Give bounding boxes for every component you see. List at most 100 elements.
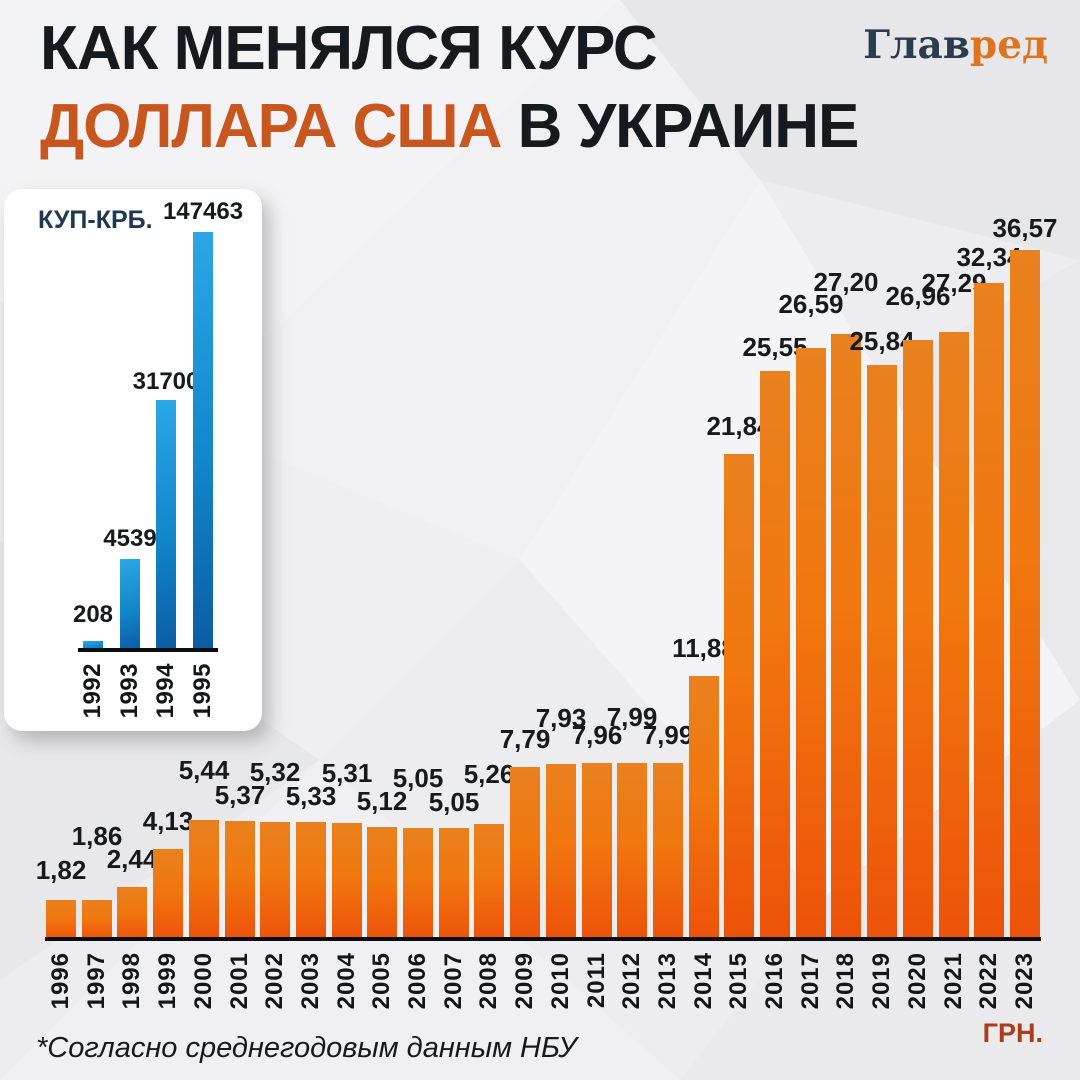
bar-2021 — [939, 332, 969, 941]
bar-2014 — [689, 676, 719, 941]
bar-2015 — [724, 454, 754, 941]
value-label-2002: 5,32 — [249, 757, 301, 787]
year-label-2013: 2013 — [654, 952, 681, 1010]
bar-2011 — [582, 763, 612, 941]
year-label-2022: 2022 — [975, 952, 1002, 1010]
value-label-2009: 7,79 — [499, 724, 551, 754]
value-label-2012: 7,99 — [606, 702, 658, 732]
bar-1996 — [46, 900, 76, 941]
value-label-2008: 5,26 — [463, 759, 515, 789]
value-label-1992: 208 — [72, 601, 114, 628]
year-label-2007: 2007 — [440, 952, 467, 1010]
value-label-2006: 5,05 — [392, 763, 444, 793]
year-label-2008: 2008 — [475, 952, 502, 1010]
bar-2019 — [867, 365, 897, 941]
year-label-1998: 1998 — [118, 952, 145, 1010]
bar-2000 — [189, 820, 219, 941]
year-label-2016: 2016 — [761, 952, 788, 1010]
value-label-2017: 26,59 — [778, 289, 844, 319]
value-label-1993: 4539 — [103, 525, 157, 552]
bar-1992 — [83, 641, 103, 652]
inset-bar-chart: 208 1992 4539 1993 31700 1994 147463 1995 — [4, 189, 262, 731]
year-label-2023: 2023 — [1011, 952, 1038, 1010]
year-label-2011: 2011 — [583, 952, 610, 1009]
year-label-2012: 2012 — [618, 952, 645, 1010]
value-label-2007: 5,05 — [428, 787, 480, 817]
value-label-2004: 5,31 — [321, 758, 373, 788]
value-label-2020: 26,96 — [885, 281, 951, 311]
bar-2004 — [332, 823, 362, 941]
main-unit-label: ГРН. — [982, 1018, 1043, 1048]
bar-2018 — [831, 334, 861, 941]
value-label-2000: 5,44 — [178, 755, 230, 785]
year-label-1995: 1995 — [189, 663, 216, 719]
year-label-2002: 2002 — [261, 952, 288, 1010]
inset-card: КУП-КРБ. 208 1992 4539 1993 31700 1994 147463 1… — [4, 189, 262, 731]
year-label-1999: 1999 — [154, 952, 181, 1010]
value-label-2003: 5,33 — [285, 781, 337, 811]
bar-2008 — [474, 824, 504, 941]
year-label-2015: 2015 — [725, 952, 752, 1010]
bar-2013 — [653, 763, 683, 941]
value-label-1998: 2,44 — [106, 844, 158, 874]
bar-2020 — [903, 340, 933, 941]
value-label-1997: 1,86 — [71, 821, 123, 851]
year-label-2017: 2017 — [797, 952, 824, 1010]
year-label-2005: 2005 — [368, 952, 395, 1010]
year-label-1996: 1996 — [47, 952, 74, 1010]
bar-1999 — [153, 849, 183, 941]
bar-2009 — [510, 767, 540, 941]
bar-2012 — [617, 763, 647, 941]
bar-1998 — [117, 887, 147, 941]
bar-2016 — [760, 371, 790, 941]
source-note: *Согласно среднегодовым данным НБУ — [36, 1032, 577, 1064]
value-label-1994: 31700 — [132, 368, 200, 395]
bar-2007 — [439, 828, 469, 941]
bar-1993 — [120, 559, 140, 652]
value-label-2023: 36,57 — [992, 213, 1058, 243]
value-label-2001: 5,37 — [214, 780, 266, 810]
value-label-1995: 147463 — [162, 198, 244, 225]
logo-part1: Глав — [863, 22, 970, 68]
inset-unit-label: КУП-КРБ. — [38, 206, 153, 234]
bar-2005 — [367, 827, 397, 941]
year-label-2006: 2006 — [404, 952, 431, 1010]
year-label-2021: 2021 — [940, 952, 967, 1010]
bar-2010 — [546, 764, 576, 941]
bar-2006 — [403, 828, 433, 941]
bar-2023 — [1010, 250, 1040, 941]
bar-2017 — [796, 348, 826, 941]
logo-glavred: Главред — [863, 22, 1048, 68]
year-label-2019: 2019 — [868, 952, 895, 1010]
bar-2003 — [296, 822, 326, 941]
year-label-1994: 1994 — [152, 663, 179, 719]
page-title-line2-rest: В УКРАИНЕ — [501, 92, 860, 161]
chart-baseline — [78, 648, 218, 652]
page-title-highlight: ДОЛЛАРА США — [40, 92, 502, 161]
year-label-2010: 2010 — [547, 952, 574, 1010]
bar-2002 — [260, 822, 290, 941]
bar-1995 — [193, 232, 213, 652]
year-label-1997: 1997 — [83, 952, 110, 1010]
year-label-1992: 1992 — [79, 663, 106, 719]
page-title-line1: КАК МЕНЯЛСЯ КУРС — [40, 14, 658, 83]
year-label-2001: 2001 — [226, 952, 253, 1010]
year-label-2003: 2003 — [297, 952, 324, 1010]
bar-1994 — [156, 400, 176, 652]
value-label-2018: 27,20 — [813, 267, 879, 297]
value-label-2005: 5,12 — [356, 786, 408, 816]
year-label-1993: 1993 — [116, 663, 143, 719]
chart-baseline — [45, 937, 1041, 941]
year-label-2020: 2020 — [904, 952, 931, 1010]
year-label-2009: 2009 — [511, 952, 538, 1010]
value-label-2011: 7,96 — [571, 720, 623, 750]
bar-2001 — [225, 821, 255, 941]
year-label-2014: 2014 — [690, 952, 717, 1010]
value-label-2013: 7,99 — [642, 720, 694, 750]
value-label-1996: 1,82 — [35, 855, 87, 885]
year-label-2004: 2004 — [333, 952, 360, 1010]
year-label-2018: 2018 — [832, 952, 859, 1010]
page-title-line2: ДОЛЛАРА США В УКРАИНЕ — [40, 96, 859, 158]
logo-part2: ред — [969, 22, 1048, 68]
